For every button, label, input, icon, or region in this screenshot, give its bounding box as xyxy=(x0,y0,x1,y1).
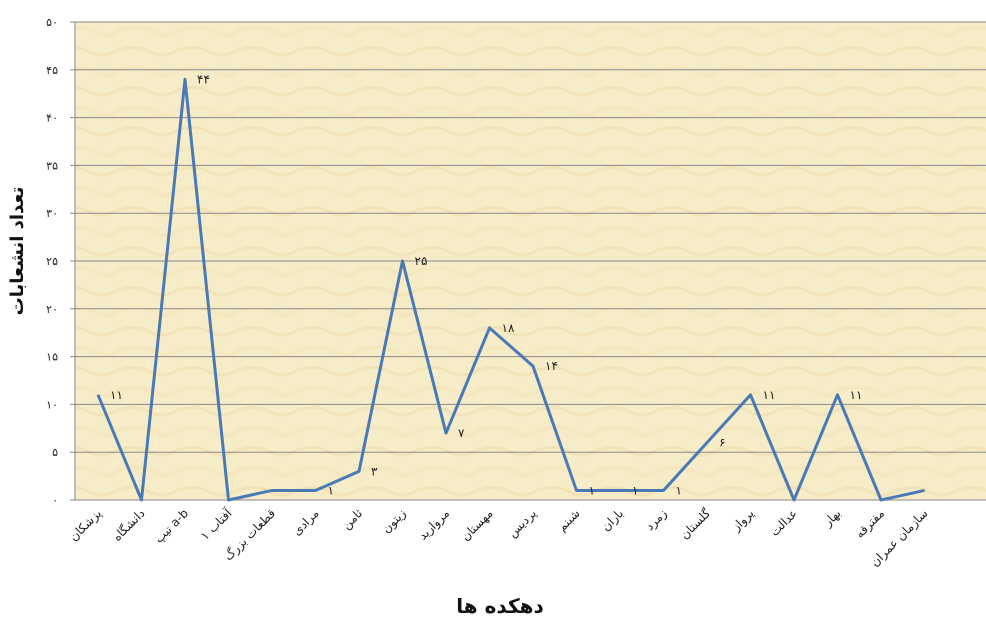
data-label: ۷ xyxy=(458,426,465,440)
x-tick-label: عدالت xyxy=(767,506,800,539)
y-tick-label: ۳۵ xyxy=(46,159,58,172)
x-axis-title: دهکده ها xyxy=(456,594,544,618)
data-label: ۱۴ xyxy=(545,359,558,373)
x-tick-label: گلستان xyxy=(677,506,713,542)
x-tick-label: زمرد xyxy=(643,506,671,534)
y-tick-label: ۱۵ xyxy=(46,351,58,364)
y-tick-label: ۲۰ xyxy=(46,303,58,316)
x-tick-label: شبنم xyxy=(555,506,583,534)
data-label: ۱۸ xyxy=(502,321,515,335)
data-label: ۳ xyxy=(371,464,378,478)
data-label: ۱ xyxy=(589,483,595,497)
data-label: ۲۵ xyxy=(415,254,428,268)
x-tick-label: پرواز xyxy=(728,506,757,535)
y-tick-label: ۰ xyxy=(52,494,58,507)
x-tick-label: بهار xyxy=(820,506,844,530)
x-tick-label: مهستان xyxy=(458,506,495,543)
data-label: ۱ xyxy=(676,483,682,497)
y-tick-label: ۵ xyxy=(52,446,58,459)
x-tick-label: دانشگاه xyxy=(110,506,148,544)
x-tick-label: تیپ a-b xyxy=(152,506,192,546)
x-tick-label: آفتاب ۱ xyxy=(197,505,235,543)
y-tick-label: ۳۰ xyxy=(46,207,58,220)
y-tick-label: ۴۵ xyxy=(46,64,58,77)
x-tick-label: زیتون xyxy=(379,506,409,536)
data-label: ۱ xyxy=(328,483,334,497)
y-axis-title-wrap: تعداد انشعابات xyxy=(7,151,33,351)
data-label: ۴۴ xyxy=(197,72,210,86)
x-tick-label: مفترقه xyxy=(853,506,888,541)
y-axis: ۰ ۵ ۱۰ ۱۵ ۲۰ ۲۵ ۳۰ ۳۵ ۴۰ ۴۵ ۵۰ xyxy=(46,16,76,507)
data-label: ۱ xyxy=(632,483,638,497)
x-tick-label: پردیس xyxy=(505,506,540,541)
x-tick-label: پزشکان xyxy=(67,506,105,544)
y-tick-label: ۲۵ xyxy=(46,255,58,268)
y-tick-label: ۱۰ xyxy=(46,398,58,411)
x-tick-label: مروارید xyxy=(416,506,453,543)
x-tick-label: مرادی xyxy=(290,506,323,539)
x-tick-label: باران xyxy=(599,506,627,534)
data-label: ۱۱ xyxy=(763,388,776,402)
data-label: ۱۱ xyxy=(850,388,863,402)
y-axis-title: تعداد انشعابات xyxy=(7,186,28,316)
data-label: ۱۱ xyxy=(110,388,123,402)
series-line xyxy=(96,77,925,502)
gridlines xyxy=(75,21,986,501)
y-tick-label: ۴۰ xyxy=(46,112,58,125)
y-tick-label: ۵۰ xyxy=(46,16,58,29)
x-tick-label: ثامن xyxy=(339,506,366,533)
data-label: ۶ xyxy=(719,436,725,450)
